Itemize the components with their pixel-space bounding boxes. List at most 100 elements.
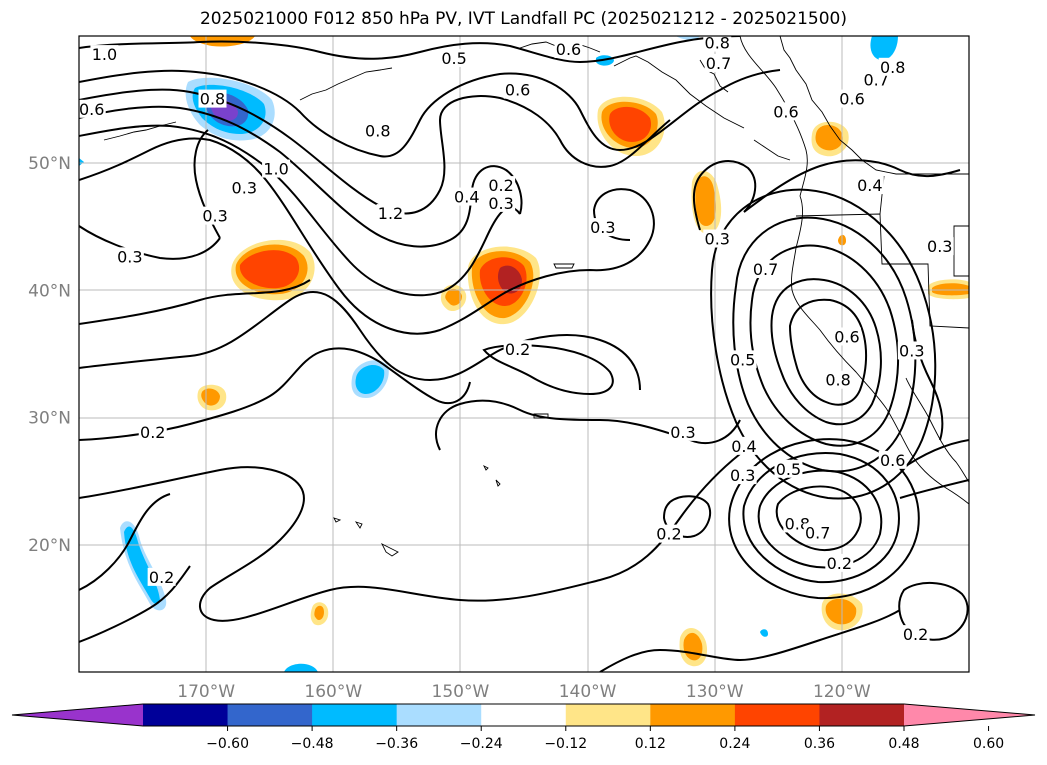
- contour-label-halo: [503, 340, 532, 359]
- shade-positive: [695, 176, 716, 226]
- contour-label: 0.2: [505, 340, 530, 359]
- contour-label-halo: [703, 229, 732, 248]
- colorbar-tick-label: −0.48: [291, 736, 334, 752]
- lat-tick-label: 40°N: [28, 281, 71, 301]
- contour-label-halo: [703, 36, 732, 52]
- shade-negative: [760, 629, 768, 637]
- contour-label-halo: [262, 159, 291, 178]
- colorbar-tick-label: 0.60: [973, 736, 1004, 752]
- contour-label-halo: [774, 459, 803, 478]
- contour-label-halo: [878, 57, 907, 76]
- contour-label-halo: [376, 204, 405, 223]
- longitude-labels: 170°W 160°W 150°W 140°W 130°W 120°W: [177, 682, 871, 702]
- contour-label: 0.3: [670, 423, 695, 442]
- shade-positive: [932, 283, 969, 296]
- contour-label: 0.7: [805, 523, 830, 542]
- contour-label-halo: [201, 206, 230, 225]
- contour-label-halo: [925, 237, 954, 256]
- colorbar-segment: [481, 704, 567, 726]
- contour-label-halo: [452, 187, 481, 206]
- lon-tick-label: 120°W: [813, 682, 871, 702]
- contour-label: 0.2: [656, 525, 681, 544]
- contour-label: 0.6: [834, 327, 859, 346]
- shade-negative: [355, 364, 385, 394]
- colorbar-tick-label: 0.48: [888, 736, 919, 752]
- contour-label-halo: [771, 102, 800, 121]
- shade-positive: [239, 250, 300, 289]
- contour-label-halo: [79, 99, 106, 118]
- lon-tick-label: 130°W: [686, 682, 744, 702]
- map-title: 2025021000 F012 850 hPa PV, IVT Landfall…: [199, 9, 847, 29]
- lat-tick-label: 50°N: [28, 154, 71, 174]
- contour-label-halo: [503, 80, 532, 99]
- colorbar-tick-label: −0.12: [544, 736, 587, 752]
- lon-tick-label: 140°W: [559, 682, 617, 702]
- contour-label: 0.3: [488, 194, 513, 213]
- colorbar: −0.60 −0.48 −0.36 −0.24 −0.12 0.12 0.24 0.36 0.4…: [11, 703, 1036, 752]
- contour-label: 0.8: [825, 371, 850, 390]
- colorbar-segment: [227, 704, 313, 726]
- contour-label: 0.3: [899, 341, 924, 360]
- lat-tick-label: 30°N: [28, 409, 71, 429]
- lon-tick-label: 150°W: [432, 682, 490, 702]
- contour-label: 0.3: [232, 179, 257, 198]
- contour-label: 0.7: [706, 54, 731, 73]
- contour-label-halo: [901, 625, 930, 644]
- contour-label: 0.6: [79, 100, 104, 119]
- contour-label-halo: [554, 39, 583, 58]
- contour-label-halo: [838, 89, 867, 108]
- shade-negative: [870, 36, 898, 61]
- contour-label: 0.6: [839, 90, 864, 109]
- contour-label: 1.0: [263, 160, 288, 179]
- contour-label: 0.3: [202, 207, 227, 226]
- contour-label: 0.3: [117, 247, 142, 266]
- colorbar-segment: [143, 704, 229, 726]
- colorbar-segment: [734, 704, 820, 726]
- colorbar-tick-label: 0.12: [635, 736, 666, 752]
- contour-label-halo: [668, 422, 697, 441]
- contour-label-halo: [588, 218, 617, 237]
- contour-label-halo: [138, 422, 167, 441]
- contour-label: 0.3: [590, 218, 615, 237]
- shade-positive: [609, 106, 652, 142]
- contour-label: 0.6: [505, 81, 530, 100]
- contour-label-halo: [90, 45, 119, 64]
- contour-label: 0.5: [441, 49, 466, 68]
- contour-label: 0.5: [776, 460, 801, 479]
- contour-label-halo: [198, 89, 227, 108]
- contour-label-halo: [147, 567, 176, 586]
- contour-label: 0.2: [488, 176, 513, 195]
- map-frame: [78, 35, 970, 673]
- colorbar-outline: [11, 703, 1036, 727]
- contour-label-halo: [728, 350, 757, 369]
- contour-label: 0.8: [880, 58, 905, 77]
- colorbar-extend-max: [904, 704, 1035, 726]
- contour-label-halo: [230, 178, 259, 197]
- lon-tick-label: 160°W: [304, 682, 362, 702]
- contour-label: 0.8: [200, 90, 225, 109]
- contour-label: 1.2: [378, 204, 403, 223]
- shade-negative: [284, 663, 318, 672]
- contour-label-halo: [654, 524, 683, 543]
- colorbar-segment: [312, 704, 398, 726]
- colorbar-tick-label: −0.24: [460, 736, 503, 752]
- contour-label-halo: [897, 341, 926, 360]
- gridlines: [79, 36, 969, 672]
- contour-label: 0.6: [773, 102, 798, 121]
- shade-positive: [445, 288, 462, 306]
- colorbar-segment: [396, 704, 482, 726]
- map-area: 1.00.60.5 0.6 0.80.70.60.80.81.00.31.20.40…: [79, 36, 969, 672]
- contour-labels: 1.00.60.5 0.6 0.80.70.60.80.81.00.31.20.40…: [79, 36, 954, 644]
- latitude-labels: 50°N 40°N 30°N 20°N: [28, 154, 71, 556]
- contour-label-halo: [440, 48, 469, 67]
- contour-label: 0.3: [927, 237, 952, 256]
- contour-label-halo: [751, 260, 780, 279]
- contour-lines: [79, 36, 969, 672]
- colorbar-segment: [565, 704, 651, 726]
- shade-negative: [79, 158, 84, 166]
- contour-label-halo: [855, 176, 884, 195]
- contour-label: 1.0: [92, 45, 117, 64]
- contour-label: 0.2: [149, 568, 174, 587]
- contour-label: 0.2: [140, 423, 165, 442]
- contour-label: 0.5: [730, 350, 755, 369]
